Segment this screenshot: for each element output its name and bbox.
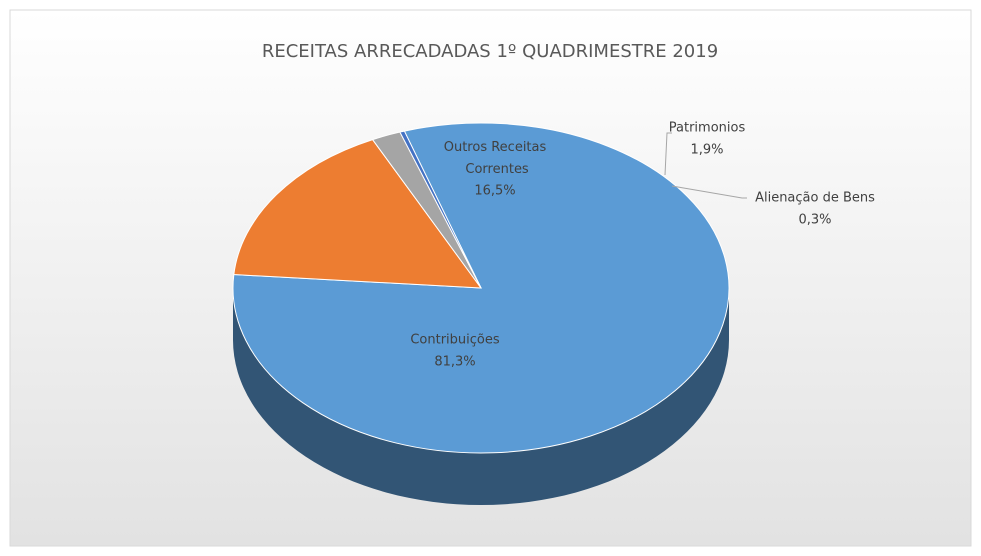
value-label: 81,3%	[434, 355, 475, 370]
category-label: Contribuições	[410, 333, 500, 348]
leader-line	[664, 132, 672, 176]
category-label: Patrimonios	[669, 121, 746, 136]
pie	[232, 122, 730, 505]
slice	[233, 139, 483, 289]
leader-line	[671, 185, 747, 199]
value-label: 1,9%	[690, 143, 723, 158]
value-label: 0,3%	[798, 213, 831, 228]
category-label: Alienação de Bens	[755, 191, 875, 206]
category-label: Outros Receitas Correntes	[444, 140, 547, 177]
slice	[399, 130, 482, 289]
chart-title: RECEITAS ARRECADADAS 1º QUADRIMESTRE 201…	[262, 41, 718, 62]
value-label: 16,5%	[474, 184, 515, 199]
slice-side	[233, 288, 729, 505]
